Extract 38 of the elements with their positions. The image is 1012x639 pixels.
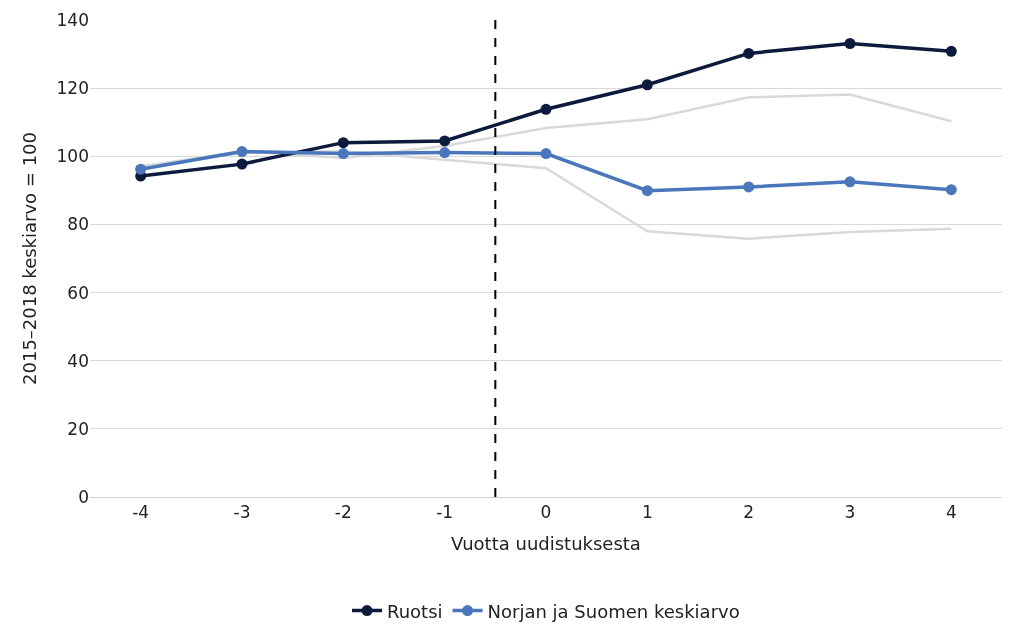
point bbox=[135, 163, 147, 175]
legend-label: Norjan ja Suomen keskiarvo bbox=[487, 600, 740, 622]
legend-label: Ruotsi bbox=[387, 600, 443, 622]
x-tick-label: -4 bbox=[132, 502, 150, 523]
point bbox=[641, 185, 653, 197]
point bbox=[337, 137, 349, 149]
y-tick-label: 20 bbox=[67, 418, 89, 439]
y-tick-label: 40 bbox=[67, 350, 89, 371]
y-tick-label: 60 bbox=[67, 282, 89, 303]
x-tick-label: 1 bbox=[641, 502, 653, 523]
x-tick-label: 3 bbox=[844, 502, 856, 523]
point bbox=[945, 45, 957, 57]
x-tick-label: -3 bbox=[233, 502, 251, 523]
point bbox=[945, 184, 957, 196]
point bbox=[540, 148, 552, 160]
x-tick-label: 4 bbox=[945, 502, 957, 523]
x-tick-label: 2 bbox=[743, 502, 755, 523]
x-axis-title: Vuotta uudistuksesta bbox=[451, 532, 641, 554]
point bbox=[844, 176, 856, 188]
point bbox=[337, 148, 349, 160]
point bbox=[439, 147, 451, 159]
x-tick-label: -2 bbox=[334, 502, 352, 523]
point bbox=[439, 135, 451, 147]
x-tick-label: -1 bbox=[436, 502, 454, 523]
point bbox=[641, 79, 653, 91]
point bbox=[236, 158, 248, 170]
y-tick-label: 0 bbox=[78, 486, 89, 507]
x-tick-label: 0 bbox=[540, 502, 552, 523]
y-tick-label: 140 bbox=[56, 9, 89, 30]
y-tick-label: 100 bbox=[56, 146, 89, 167]
y-axis-title: 2015–2018 keskiarvo = 100 bbox=[18, 132, 40, 385]
point bbox=[743, 47, 755, 59]
point bbox=[743, 181, 755, 193]
y-tick-label: 80 bbox=[67, 214, 89, 235]
point bbox=[236, 146, 248, 158]
y-tick-label: 120 bbox=[56, 78, 89, 99]
point bbox=[844, 38, 856, 50]
point bbox=[540, 103, 552, 115]
